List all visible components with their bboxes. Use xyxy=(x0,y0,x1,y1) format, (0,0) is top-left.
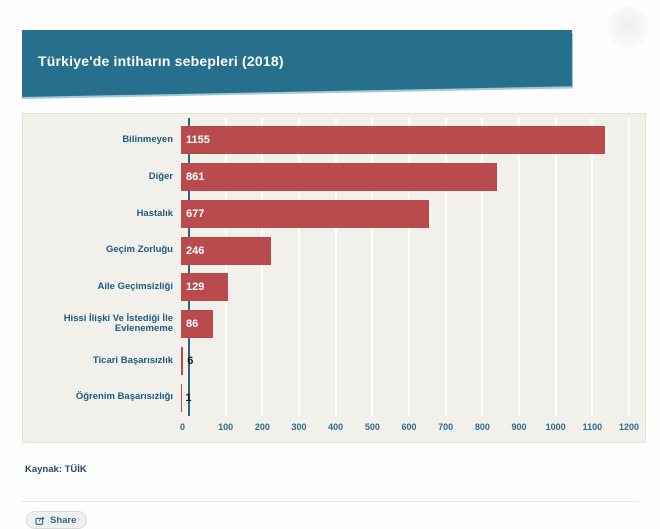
bar xyxy=(181,163,497,192)
x-tick-label: 600 xyxy=(401,422,417,432)
x-tick-label: 500 xyxy=(364,422,380,432)
source-label: Kaynak: TÜİK xyxy=(25,464,87,475)
gridline xyxy=(481,118,484,416)
bar xyxy=(181,236,272,265)
gridline xyxy=(628,118,630,416)
value-label: 861 xyxy=(186,171,205,184)
category-label: Hastalık xyxy=(136,207,173,219)
gridline xyxy=(371,118,374,416)
bar-row: Geçim Zorluğu 246 xyxy=(23,232,629,269)
bar-row: Hastalık 677 xyxy=(23,196,629,233)
x-tick-label: 0 xyxy=(179,422,185,432)
value-label: 1155 xyxy=(186,134,210,147)
value-label: 677 xyxy=(186,207,205,220)
gridline xyxy=(518,118,520,416)
bar xyxy=(181,346,184,375)
bar-track: 6 xyxy=(181,346,629,375)
bar xyxy=(181,126,605,155)
bar-track: 129 xyxy=(181,273,629,302)
bar-row: Ticari Başarısızlık 6 xyxy=(23,343,629,380)
x-axis-ticks: 0 100 200 300 400 500 600 700 800 900 1000 1100 1200 xyxy=(180,416,639,440)
bar-row: Bilinmeyen 1155 xyxy=(23,122,629,159)
bar xyxy=(181,199,430,228)
gridline xyxy=(298,118,300,416)
bar-row: Öğrenim Başarısızlığı 1 xyxy=(23,379,629,416)
value-label: 1 xyxy=(185,391,192,404)
value-label: 246 xyxy=(186,244,205,257)
value-label: 86 xyxy=(186,318,199,331)
footer-divider xyxy=(22,501,638,502)
share-icon xyxy=(35,516,45,525)
bar-track: 677 xyxy=(181,199,629,228)
chart-panel: Bilinmeyen 1155 Diğer 861 Hastalık 677 Geçim Z… xyxy=(22,113,646,443)
bar-track: 1155 xyxy=(181,126,629,155)
x-tick-label: 900 xyxy=(511,422,527,432)
x-tick-label: 1000 xyxy=(545,422,566,432)
gridline xyxy=(261,118,264,416)
gridline xyxy=(224,118,227,416)
category-label: Bilinmeyen xyxy=(122,134,173,146)
bar xyxy=(181,273,229,302)
x-tick-label: 100 xyxy=(218,422,234,432)
x-tick-label: 200 xyxy=(254,422,270,432)
x-tick-label: 1200 xyxy=(618,422,640,432)
gridline xyxy=(408,118,410,416)
category-label: Geçim Zorluğu xyxy=(105,244,173,256)
x-tick-label: 1100 xyxy=(582,422,603,432)
bar xyxy=(181,310,213,339)
share-button-label: Share xyxy=(50,514,77,526)
bar-row: Diğer 861 xyxy=(23,159,629,196)
gridline xyxy=(334,118,337,416)
x-tick-label: 300 xyxy=(291,422,307,432)
bar-track: 86 xyxy=(181,310,629,339)
bar-track: 861 xyxy=(181,163,629,192)
x-tick-label: 800 xyxy=(474,422,490,432)
value-label: 6 xyxy=(187,354,194,367)
bar-rows: Bilinmeyen 1155 Diğer 861 Hastalık 677 Geçim Z… xyxy=(23,122,629,416)
category-label: Diğer xyxy=(148,170,173,182)
category-label: Öğrenim Başarısızlığı xyxy=(75,391,173,403)
y-axis-line xyxy=(188,118,190,416)
gridline xyxy=(591,118,594,416)
gridline xyxy=(554,118,557,416)
bar-track: 246 xyxy=(181,236,629,265)
category-label: Hissi İlişki Ve İstediği İle Evlenememe xyxy=(63,312,173,335)
bar xyxy=(181,383,182,412)
page-title: Türkiye'de intiharın sebepleri (2018) xyxy=(38,53,284,69)
category-label: Aile Geçimsizliği xyxy=(97,281,174,293)
bar-row: Aile Geçimsizliği 129 xyxy=(23,269,629,306)
bar-row: Hissi İlişki Ve İstediği İle Evlenememe 8… xyxy=(23,306,629,343)
plot-area xyxy=(188,118,630,416)
chart-title-banner: Türkiye'de intiharın sebepleri (2018) xyxy=(22,30,572,97)
category-label: Ticari Başarısızlık xyxy=(92,354,173,366)
x-tick-label: 400 xyxy=(328,422,344,432)
watermark-logo-icon xyxy=(607,6,649,48)
gridline xyxy=(444,118,447,416)
value-label: 129 xyxy=(186,281,205,294)
x-tick-label: 700 xyxy=(438,422,454,432)
share-button[interactable]: Share xyxy=(26,511,88,529)
bar-track: 1 xyxy=(181,383,629,412)
